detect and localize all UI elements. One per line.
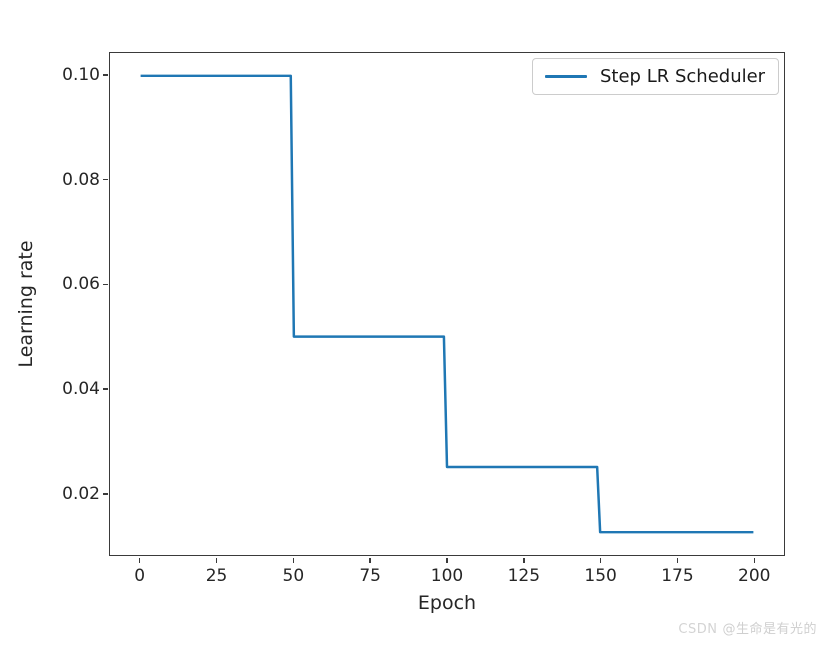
y-tick-mark — [102, 283, 108, 286]
x-tick-label: 75 — [359, 566, 381, 586]
x-tick-mark — [292, 557, 295, 563]
y-tick-label: 0.02 — [62, 483, 100, 504]
watermark: CSDN @生命是有光的 — [678, 618, 817, 637]
legend-entry-label: Step LR Scheduler — [600, 66, 766, 87]
y-tick-label: 0.04 — [62, 379, 100, 400]
x-tick-label: 175 — [661, 566, 694, 586]
x-tick-label: 0 — [134, 566, 146, 586]
x-tick-mark — [138, 557, 141, 563]
watermark-user: @生命是有光的 — [722, 622, 817, 637]
plot-canvas — [140, 74, 754, 534]
x-tick-mark — [369, 557, 371, 563]
x-tick-label: 150 — [584, 566, 617, 586]
x-tick-mark — [753, 557, 756, 563]
x-tick-label: 25 — [205, 566, 228, 586]
legend: Step LR Scheduler — [532, 58, 780, 95]
y-tick-mark — [102, 74, 108, 76]
x-tick-label: 100 — [430, 566, 464, 586]
y-tick-label: 0.06 — [62, 274, 100, 295]
x-tick-mark — [215, 557, 218, 563]
lr-step-line — [140, 74, 754, 534]
x-tick-mark — [599, 557, 602, 563]
x-tick-mark — [446, 557, 448, 563]
plot-area — [109, 52, 785, 556]
y-tick-label: 0.10 — [62, 64, 100, 85]
x-tick-label: 200 — [738, 566, 771, 586]
watermark-brand: CSDN — [678, 622, 718, 637]
x-tick-label: 125 — [507, 566, 541, 586]
y-tick-mark — [102, 493, 108, 495]
x-tick-mark — [676, 557, 679, 563]
x-tick-mark — [523, 557, 525, 563]
y-tick-label: 0.08 — [62, 169, 100, 190]
legend-line-sample-icon — [545, 75, 587, 78]
x-axis-label: Epoch — [417, 592, 477, 614]
y-tick-mark — [102, 388, 108, 390]
y-tick-mark — [102, 178, 108, 181]
x-tick-label: 50 — [282, 566, 305, 586]
y-axis-label: Learning rate — [15, 240, 37, 368]
